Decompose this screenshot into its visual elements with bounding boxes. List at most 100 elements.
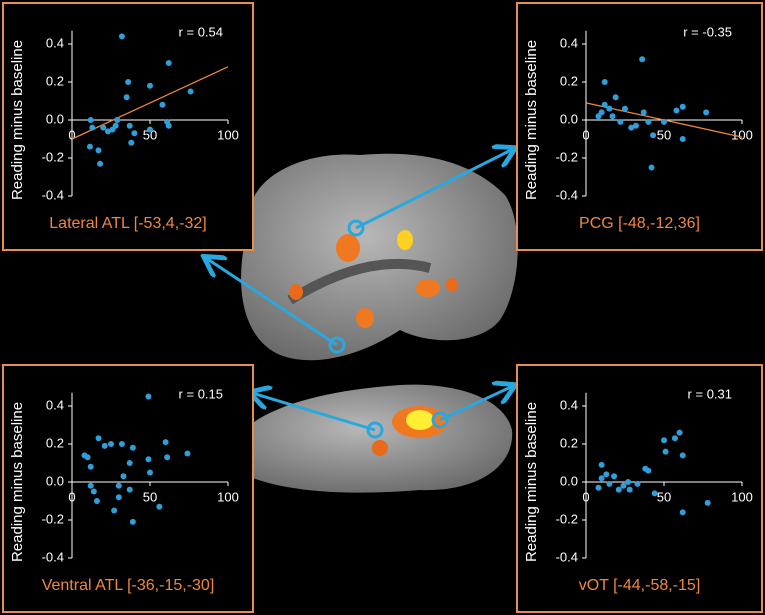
scatter-panel: -0.4 -0.2 0.0 0.2 0.4 0 50 100 r = 0.54 Reading m… — [2, 2, 254, 251]
y-tick-label: 0.2 — [560, 73, 578, 88]
x-tick-label: 0 — [582, 489, 589, 504]
data-point — [673, 107, 680, 114]
data-point — [87, 117, 94, 123]
data-point — [671, 435, 678, 442]
data-point — [184, 450, 191, 457]
data-point — [611, 473, 618, 480]
y-tick-label: 0.0 — [46, 111, 64, 126]
y-axis-label: Reading minus baseline — [9, 40, 26, 200]
y-tick-label: -0.4 — [42, 549, 64, 564]
brain-ventral — [235, 384, 513, 493]
data-point — [100, 124, 107, 131]
data-point — [639, 56, 646, 63]
y-tick-label: 0.4 — [46, 397, 64, 412]
data-point — [145, 393, 152, 400]
data-point — [115, 482, 122, 489]
data-point — [626, 486, 633, 493]
data-point — [164, 454, 171, 461]
data-point — [147, 469, 153, 476]
x-tick-label: 0 — [68, 489, 75, 504]
x-tick-label: 50 — [657, 127, 671, 142]
data-point — [648, 164, 655, 171]
y-tick-label: -0.4 — [556, 549, 578, 564]
y-tick-label: -0.2 — [42, 511, 64, 526]
data-point — [662, 448, 669, 455]
data-point — [612, 94, 619, 101]
data-point — [634, 480, 641, 487]
data-point — [609, 113, 616, 120]
x-tick-label: 100 — [731, 489, 753, 504]
data-point — [598, 461, 605, 468]
data-point — [661, 118, 667, 125]
y-tick-label: 0.2 — [46, 73, 64, 88]
data-point — [625, 479, 632, 485]
data-point — [595, 484, 602, 491]
data-point — [93, 498, 100, 504]
brain-lateral — [241, 153, 518, 361]
data-point — [115, 494, 122, 501]
annotation: r = 0.31 — [688, 386, 732, 401]
data-point — [145, 456, 152, 463]
data-point — [622, 105, 628, 112]
data-point — [125, 79, 132, 85]
y-tick-label: 0.2 — [46, 435, 64, 450]
data-point — [129, 444, 136, 451]
y-tick-label: -0.2 — [42, 149, 64, 164]
annotation: r = 0.15 — [179, 386, 223, 401]
data-point — [676, 429, 683, 436]
data-point — [187, 88, 194, 95]
x-tick-label: 100 — [217, 489, 239, 504]
data-point — [114, 117, 121, 123]
data-point — [126, 460, 133, 466]
y-tick-label: 0.4 — [46, 35, 64, 50]
data-point — [645, 467, 652, 474]
data-point — [86, 143, 93, 150]
data-point — [101, 442, 108, 449]
data-point — [628, 124, 635, 131]
data-point — [97, 160, 104, 167]
data-point — [606, 105, 613, 112]
data-point — [651, 490, 658, 497]
data-point — [87, 463, 94, 470]
data-point — [118, 33, 125, 40]
panel-title: PCG [-48,-12,36] — [579, 215, 700, 232]
data-point — [632, 122, 639, 129]
data-point — [126, 486, 133, 493]
data-point — [129, 518, 136, 525]
y-tick-label: 0.0 — [46, 473, 64, 488]
data-point — [165, 122, 172, 129]
x-tick-label: 50 — [143, 489, 157, 504]
data-point — [147, 126, 153, 133]
data-point — [645, 118, 652, 125]
x-tick-label: 50 — [143, 127, 157, 142]
x-tick-label: 100 — [731, 127, 753, 142]
data-point — [87, 482, 94, 489]
data-point — [679, 509, 686, 516]
data-point — [118, 441, 125, 447]
data-point — [108, 441, 114, 447]
data-point — [95, 435, 102, 442]
panel-frame — [516, 364, 763, 613]
data-point — [131, 130, 138, 137]
y-tick-label: 0.0 — [560, 473, 578, 488]
data-point — [156, 503, 163, 510]
y-tick-label: 0.4 — [560, 35, 578, 50]
data-point — [120, 473, 127, 480]
data-point — [90, 488, 97, 495]
x-tick-label: 0 — [582, 127, 589, 142]
data-point — [703, 109, 710, 116]
data-point — [704, 499, 711, 506]
panel-title: Lateral ATL [-53,4,-32] — [49, 215, 206, 232]
data-point — [615, 486, 622, 493]
data-point — [598, 475, 605, 482]
data-point — [84, 454, 91, 461]
scatter-panel: -0.4 -0.2 0.0 0.2 0.4 0 50 100 r = 0.15 Reading m… — [2, 364, 254, 613]
data-point — [679, 103, 686, 110]
data-point — [606, 480, 613, 487]
y-axis-label: Reading minus baseline — [9, 402, 26, 562]
y-axis-label: Reading minus baseline — [523, 402, 540, 562]
y-tick-label: -0.4 — [42, 187, 64, 202]
data-point — [679, 452, 686, 459]
data-point — [112, 122, 119, 129]
